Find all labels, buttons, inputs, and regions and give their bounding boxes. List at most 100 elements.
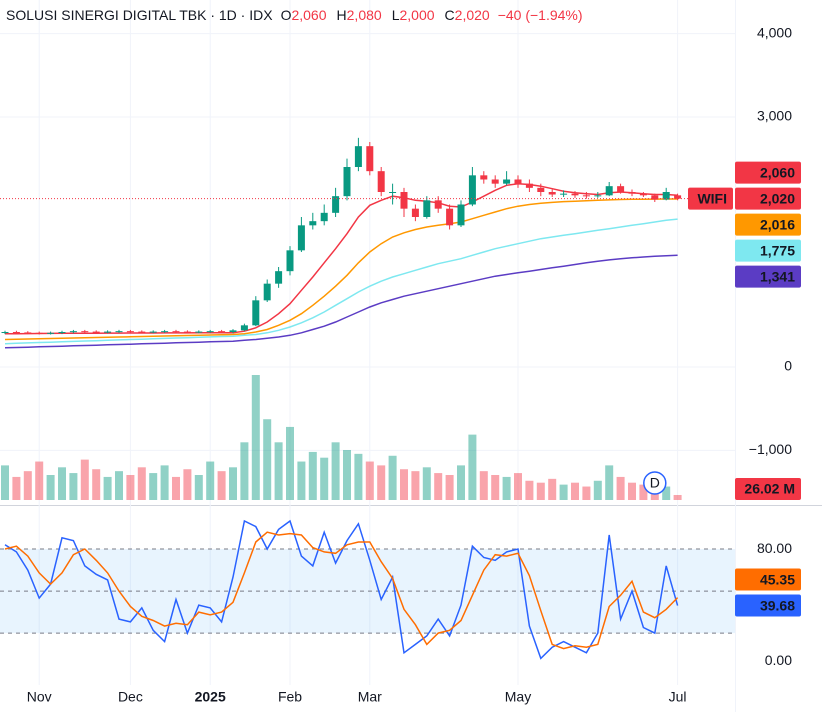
ma-label: 1,775 — [760, 242, 795, 258]
candle-body — [240, 325, 248, 331]
chart-header: SOLUSI SINERGI DIGITAL TBK · 1D · IDX O2,… — [6, 7, 583, 23]
ma-label-box — [735, 213, 801, 236]
candle-body — [628, 192, 636, 194]
candle-body — [195, 331, 203, 333]
candle-body — [571, 193, 579, 196]
volume-bar — [354, 453, 363, 500]
ma-label-box — [735, 161, 801, 184]
candle-body — [457, 204, 465, 226]
volume-bar — [582, 486, 591, 500]
line-series — [4, 254, 678, 349]
ma-label: 2,016 — [760, 216, 795, 232]
stoch-label: 39.68 — [760, 597, 795, 613]
candle-body — [366, 146, 374, 172]
candle-body — [411, 208, 419, 217]
candle-body — [332, 196, 340, 213]
x-tick-label: Dec — [118, 689, 143, 705]
change: −40 (−1.94%) — [498, 7, 583, 23]
volume-bar — [286, 426, 294, 500]
candle-body — [548, 192, 556, 195]
volume-bar — [274, 442, 283, 500]
volume-bar — [605, 465, 614, 500]
volume-bar — [331, 442, 340, 500]
candle-body — [639, 193, 647, 196]
candle-body — [104, 331, 112, 333]
volume-bar — [194, 475, 203, 500]
candle-body — [286, 250, 294, 272]
ma-label: 2,060 — [760, 164, 795, 180]
volume-bar — [548, 478, 557, 500]
volume-bar — [457, 465, 465, 500]
volume-label: 26.02 M — [744, 481, 795, 497]
line-series — [5, 182, 678, 335]
candle-body — [582, 195, 590, 197]
legend-key: L — [392, 7, 400, 23]
volume-bar — [616, 476, 625, 500]
ma-label-box — [735, 239, 801, 262]
volume-bar — [559, 484, 568, 500]
volume-bar — [673, 494, 682, 500]
candle-body — [594, 195, 602, 197]
candle-body — [275, 271, 283, 284]
close-label: 2,020 — [760, 190, 795, 206]
volume-bar — [628, 482, 636, 500]
y-tick-label: 3,000 — [757, 108, 792, 124]
volume-bar — [434, 473, 443, 500]
candle-body — [81, 331, 89, 333]
labels: Nov Dec 2025 Feb Mar May Jul 4,000 3,000 0 −1,000 8… — [27, 24, 801, 705]
close-label-box — [735, 187, 801, 210]
volume-bar — [23, 471, 32, 500]
volume-label-box — [735, 478, 801, 500]
volume-bar — [514, 473, 522, 500]
legend-value: 2,080 — [347, 7, 382, 23]
candle-body — [434, 200, 442, 209]
x-tick-label: 2025 — [195, 689, 226, 705]
line-series — [4, 519, 679, 660]
volume-bar — [46, 475, 55, 500]
volume-bar — [137, 467, 146, 500]
candle-body — [491, 179, 499, 184]
candle-body — [297, 225, 305, 251]
candle-body — [377, 171, 385, 192]
volume-bar — [263, 419, 272, 500]
volume-bar — [388, 455, 397, 500]
candle-body — [24, 332, 32, 334]
candle-body — [92, 331, 100, 333]
candle-body — [503, 179, 511, 184]
y-tick-label: 0.00 — [765, 652, 792, 668]
volume-bar — [69, 473, 78, 500]
volume-bar — [92, 469, 101, 500]
volume-bar — [662, 486, 671, 500]
volume-bar — [35, 461, 44, 500]
volume-bar — [240, 442, 249, 500]
volume-bar — [479, 471, 488, 500]
candle-body — [674, 195, 682, 199]
dividend-marker — [643, 471, 667, 495]
volume-bar — [12, 476, 21, 500]
volume-bar — [571, 482, 579, 500]
legend-key: C — [445, 7, 455, 23]
volume-bar — [593, 480, 602, 500]
candle-body — [35, 332, 43, 334]
volume-bar — [308, 451, 317, 500]
volume-bar — [1, 465, 9, 500]
x-tick-label: Jul — [669, 689, 687, 705]
volume-bar — [251, 375, 260, 500]
volume-bar — [149, 473, 158, 500]
candle-body — [263, 283, 271, 301]
volume-bar — [400, 469, 408, 500]
y-tick-label: 4,000 — [757, 24, 792, 40]
x-tick-label: May — [505, 689, 531, 705]
volume-bar — [183, 469, 192, 500]
candle-body — [605, 186, 613, 196]
x-tick-label: Feb — [278, 689, 302, 705]
volume-bar — [445, 475, 454, 500]
volume-bar — [468, 434, 477, 500]
candle-body — [218, 331, 226, 333]
stoch-label: 45.35 — [760, 571, 795, 587]
legend-value: 2,060 — [291, 7, 326, 23]
candle-body — [229, 330, 237, 332]
volume-bar — [80, 459, 89, 500]
ticker-label-box — [688, 187, 733, 210]
